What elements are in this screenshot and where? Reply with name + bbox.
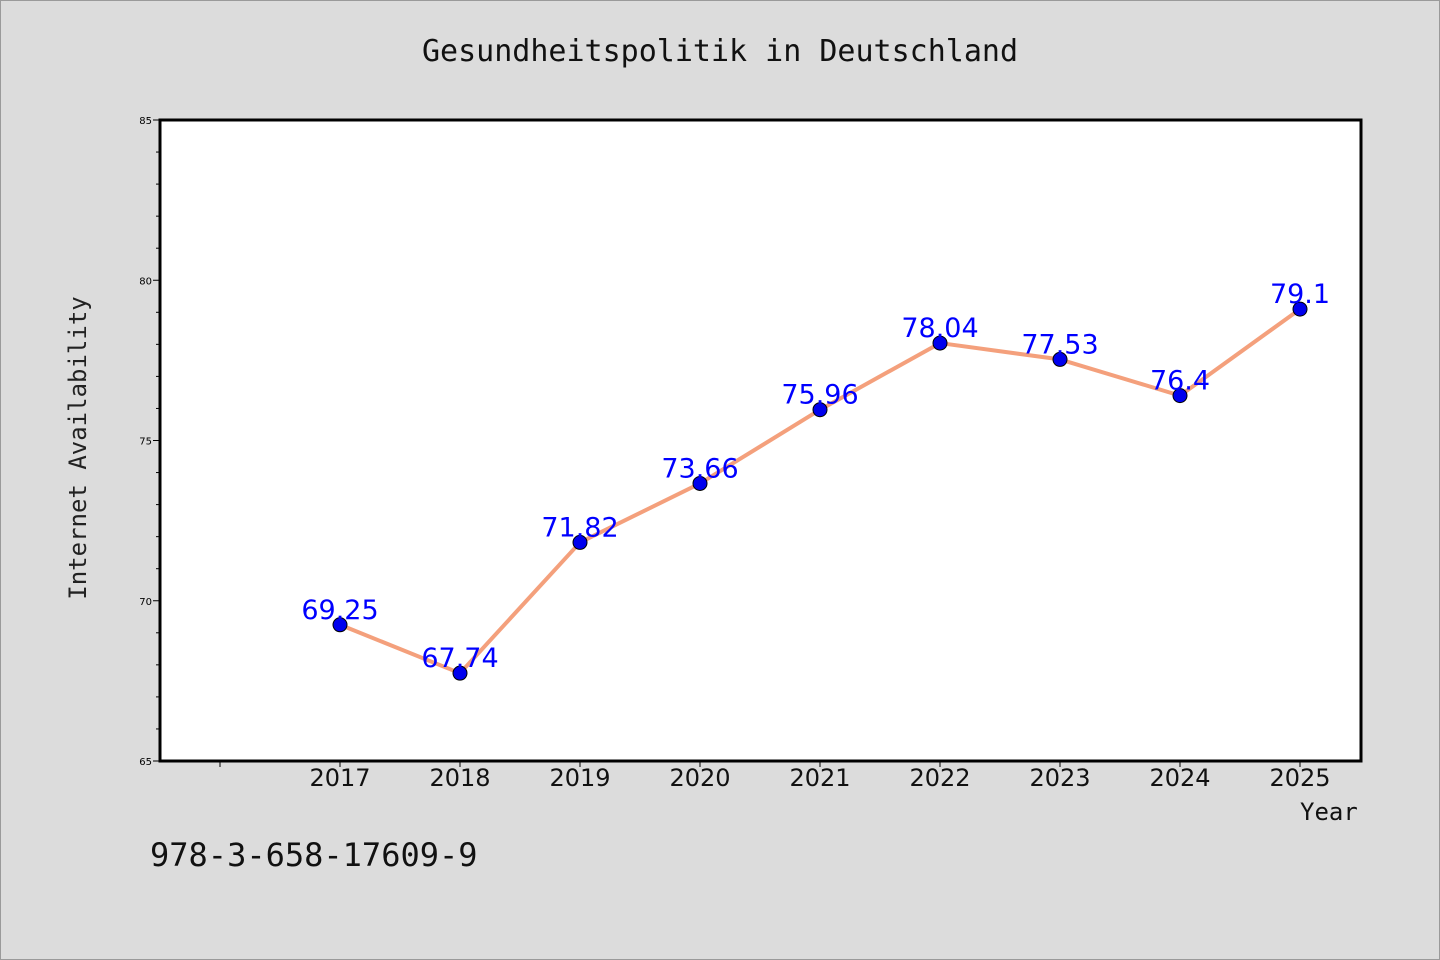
- x-axis-label: Year: [1300, 798, 1358, 826]
- x-tick-label: 2020: [669, 764, 730, 792]
- x-tick-label: 2017: [309, 764, 370, 792]
- data-label: 73.66: [661, 453, 738, 484]
- y-tick-label: 75: [139, 437, 152, 448]
- y-tick-label: 85: [139, 116, 152, 127]
- y-tick-label: 65: [139, 757, 152, 768]
- x-tick-label: 2018: [429, 764, 490, 792]
- data-label: 76.4: [1150, 366, 1210, 397]
- data-label: 67.74: [421, 643, 498, 674]
- x-tick-label: 2025: [1269, 764, 1330, 792]
- data-label: 77.53: [1021, 329, 1098, 360]
- data-point: [1292, 301, 1308, 317]
- data-point: [452, 665, 468, 681]
- x-tick-label: 2024: [1149, 764, 1210, 792]
- chart-title: Gesundheitspolitik in Deutschland: [421, 34, 1019, 69]
- data-label: 78.04: [901, 313, 978, 344]
- footer-code: 978-3-658-17609-9: [150, 836, 478, 874]
- y-tick-label: 80: [139, 276, 152, 287]
- x-tick-label: 2022: [909, 764, 970, 792]
- x-tick-label: 2021: [789, 764, 850, 792]
- data-label: 71.82: [541, 512, 618, 543]
- y-tick-label: 70: [139, 597, 152, 608]
- data-point: [1172, 388, 1188, 404]
- data-point: [572, 534, 588, 550]
- plot-area: [158, 118, 1363, 763]
- x-tick-label: 2023: [1029, 764, 1090, 792]
- data-point: [1052, 351, 1068, 367]
- data-point: [332, 617, 348, 633]
- data-label: 79.1: [1270, 279, 1330, 310]
- data-point: [812, 402, 828, 418]
- data-label: 69.25: [301, 595, 378, 626]
- data-label: 75.96: [781, 380, 858, 411]
- x-tick-label: 2019: [549, 764, 610, 792]
- data-point: [692, 475, 708, 491]
- data-point: [932, 335, 948, 351]
